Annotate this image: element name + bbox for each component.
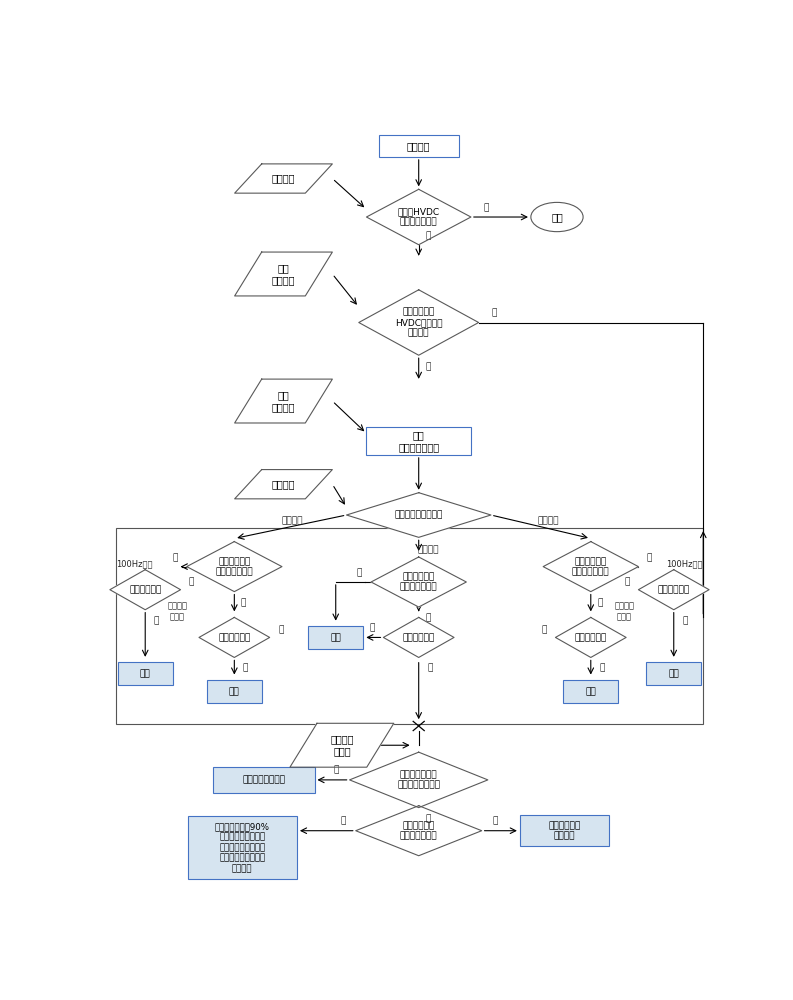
Polygon shape (235, 470, 332, 499)
Text: 100Hz保护: 100Hz保护 (117, 560, 153, 569)
Polygon shape (235, 252, 332, 296)
Text: 是: 是 (492, 309, 496, 318)
Text: 到达启动时间: 到达启动时间 (403, 633, 435, 642)
Polygon shape (347, 493, 491, 537)
Text: 母线电压是否
低于保护启动值: 母线电压是否 低于保护启动值 (216, 557, 253, 576)
Polygon shape (638, 570, 709, 610)
Text: 安稳装置是否有
对应功率控制策略: 安稳装置是否有 对应功率控制策略 (397, 770, 440, 790)
Text: 是: 是 (154, 616, 159, 625)
Text: 是: 是 (241, 598, 247, 607)
Text: 是: 是 (341, 816, 346, 825)
Text: 否: 否 (427, 663, 432, 672)
Text: 是: 是 (370, 624, 375, 633)
FancyBboxPatch shape (379, 135, 458, 157)
Text: 到达启动时间: 到达启动时间 (129, 585, 161, 594)
Text: 否: 否 (356, 568, 362, 577)
Text: 否: 否 (647, 553, 652, 562)
Text: 单相故障: 单相故障 (282, 517, 304, 526)
Text: 安稳装置
策略表: 安稳装置 策略表 (330, 734, 354, 756)
Text: 否: 否 (425, 814, 431, 823)
Text: 母线电压是否
低于保护启动值: 母线电压是否 低于保护启动值 (572, 557, 610, 576)
Text: 整流母线电压
是否降到极限值: 整流母线电压 是否降到极限值 (400, 821, 438, 840)
Text: 否: 否 (425, 362, 431, 371)
Polygon shape (356, 806, 481, 856)
Text: 到达启动时间: 到达启动时间 (657, 585, 690, 594)
Text: 是: 是 (425, 231, 431, 240)
Polygon shape (543, 542, 638, 592)
Text: 故障地点: 故障地点 (272, 174, 295, 184)
FancyBboxPatch shape (519, 815, 609, 846)
Polygon shape (555, 617, 626, 657)
Text: 是: 是 (333, 765, 339, 774)
Text: 直流系统运行
功率不变: 直流系统运行 功率不变 (548, 821, 580, 840)
Polygon shape (371, 557, 466, 607)
Text: 是: 是 (682, 616, 688, 625)
Text: 电流整定值降为90%
据母线电压、极限触
发角、电流整定值计
算结果改变直流系统
运行功率: 电流整定值降为90% 据母线电压、极限触 发角、电流整定值计 算结果改变直流系统… (215, 822, 270, 873)
FancyBboxPatch shape (646, 662, 701, 685)
Polygon shape (290, 723, 394, 767)
Polygon shape (235, 164, 332, 193)
Ellipse shape (531, 202, 583, 232)
FancyBboxPatch shape (188, 816, 297, 879)
Polygon shape (186, 542, 282, 592)
FancyBboxPatch shape (117, 662, 173, 685)
Text: 三相故障: 三相故障 (417, 545, 439, 554)
Text: 否: 否 (542, 625, 547, 634)
Text: 零序过电
流保护: 零序过电 流保护 (167, 602, 187, 621)
Text: 零序过电
流保护: 零序过电 流保护 (615, 602, 634, 621)
Text: 否: 否 (278, 625, 283, 634)
FancyBboxPatch shape (213, 767, 315, 793)
Text: 故障
切除时间: 故障 切除时间 (272, 263, 295, 285)
Text: 否: 否 (492, 816, 498, 825)
Text: 切除时间小于
HVDC所有保护
动作时间: 切除时间小于 HVDC所有保护 动作时间 (395, 308, 442, 337)
Text: 否: 否 (173, 553, 178, 562)
Text: 否: 否 (484, 203, 489, 212)
Polygon shape (383, 617, 454, 657)
Polygon shape (366, 189, 471, 245)
Text: 是: 是 (597, 598, 603, 607)
Text: 是: 是 (600, 663, 604, 672)
Text: 到达启动时间: 到达启动时间 (218, 633, 251, 642)
Text: 故障
过渡电阻: 故障 过渡电阻 (272, 390, 295, 412)
Text: 闭锁: 闭锁 (331, 633, 341, 642)
Polygon shape (350, 752, 488, 808)
Polygon shape (358, 290, 479, 355)
Polygon shape (199, 617, 270, 657)
Text: 系统发生的故障类型: 系统发生的故障类型 (394, 511, 443, 520)
Polygon shape (110, 570, 181, 610)
FancyBboxPatch shape (366, 427, 471, 455)
Text: 计算
各母线短路电压: 计算 各母线短路电压 (398, 430, 439, 452)
Text: 闭锁: 闭锁 (229, 687, 239, 696)
Text: 闭锁: 闭锁 (668, 669, 679, 678)
Text: 依策略变功率运行: 依策略变功率运行 (243, 775, 285, 784)
Text: 到达启动时间: 到达启动时间 (575, 633, 607, 642)
Text: 母线电压是否
低于保护启动值: 母线电压是否 低于保护启动值 (400, 572, 438, 592)
Text: 闭锁: 闭锁 (140, 669, 151, 678)
Text: 退出: 退出 (551, 212, 563, 222)
Polygon shape (235, 379, 332, 423)
Text: 系统故障: 系统故障 (407, 141, 431, 151)
FancyBboxPatch shape (563, 680, 619, 703)
Text: 否: 否 (189, 578, 194, 586)
FancyBboxPatch shape (207, 680, 262, 703)
Text: 两相故障: 两相故障 (537, 517, 558, 526)
Text: 是: 是 (243, 663, 248, 672)
Text: 否: 否 (625, 578, 630, 586)
Text: 故障与HVDC
位于同一电气岛: 故障与HVDC 位于同一电气岛 (397, 207, 440, 227)
FancyBboxPatch shape (308, 626, 363, 649)
Text: 100Hz保护: 100Hz保护 (666, 560, 703, 569)
Text: 是: 是 (425, 613, 431, 622)
Text: 故障类型: 故障类型 (272, 479, 295, 489)
Text: 闭锁: 闭锁 (585, 687, 596, 696)
